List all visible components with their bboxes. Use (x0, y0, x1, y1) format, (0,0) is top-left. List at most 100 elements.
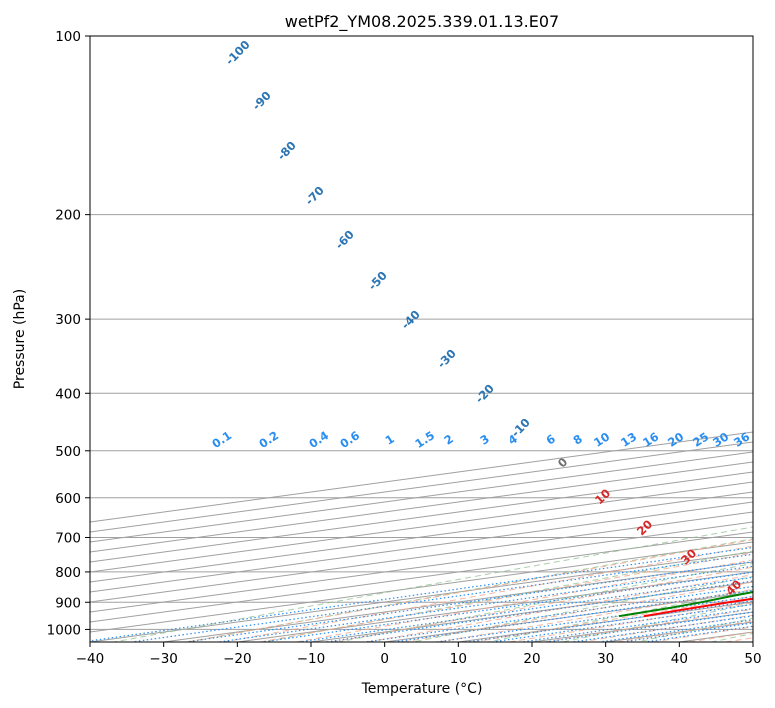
dry-adiabat-line (188, 538, 753, 642)
mixing-ratio-label: 20 (665, 429, 686, 449)
dry-adiabat-label: -20 (472, 381, 497, 406)
mixing-ratio-label: 3 (478, 432, 492, 448)
x-tick-label: 0 (380, 651, 389, 667)
dry-adiabat-label: -100 (223, 37, 253, 67)
isotherm-line (90, 541, 753, 633)
y-tick-label: 100 (55, 29, 81, 45)
mixing-ratio-line (185, 561, 753, 642)
background-labels: -100-90-80-70-60-50-40-30-20-10010203040… (209, 37, 752, 598)
moist-adiabat-line (367, 574, 753, 642)
mixing-ratio-label: 1 (383, 432, 397, 448)
x-tick-label: 40 (671, 651, 688, 667)
y-tick-label: 900 (55, 595, 81, 611)
mixing-ratio-line (365, 585, 753, 642)
moist-adiabat-line (509, 602, 753, 642)
isotherm-line (90, 461, 753, 553)
moist-adiabat-label: 10 (592, 486, 613, 507)
x-tick-label: 30 (597, 651, 614, 667)
isotherm-line (90, 551, 753, 642)
dry-adiabat-label: -70 (302, 183, 327, 208)
isotherm-line (90, 491, 753, 583)
moist-adiabat-line (762, 41, 775, 642)
mixing-ratio-label: 25 (690, 429, 711, 449)
isotherm-line (90, 521, 753, 613)
isotherm-line (384, 591, 753, 642)
dry-adiabat-line (636, 617, 753, 642)
isotherm-line (90, 451, 753, 543)
moist-adiabat-label: 20 (634, 517, 655, 538)
moist-adiabat-line (438, 588, 753, 642)
mixing-ratio-line (492, 603, 753, 642)
temperature-line (643, 597, 753, 618)
isotherm-line (90, 441, 753, 533)
x-tick-label: −20 (223, 651, 252, 667)
dry-adiabat-label: -50 (365, 268, 390, 293)
isotherm-line (90, 431, 753, 523)
dry-adiabat-line (562, 603, 753, 642)
isotherm-line (531, 611, 753, 642)
mixing-ratio-label: 0.6 (337, 428, 362, 451)
y-tick-label: 700 (55, 531, 81, 547)
moist-adiabat-line (689, 631, 753, 642)
x-tick-label: −10 (297, 651, 326, 667)
y-tick-label: 1000 (47, 622, 81, 638)
moist-adiabat-line (331, 566, 753, 642)
dry-adiabat-label: -40 (398, 307, 423, 332)
x-tick-label: −40 (76, 651, 105, 667)
x-tick-label: 10 (450, 651, 467, 667)
y-axis-ticks: 100 200 300 400 500 600 700 800 900 1000 (47, 29, 90, 638)
moist-adiabat-line (473, 595, 753, 642)
dry-adiabat-label: -30 (434, 346, 459, 371)
x-tick-label: 20 (523, 651, 540, 667)
mixing-ratio-label: 0.1 (209, 428, 234, 451)
moist-adiabat-line (652, 626, 753, 642)
mixing-ratio-label: 0.2 (256, 428, 281, 451)
dry-adiabat-label: -60 (332, 227, 357, 252)
mixing-ratio-label: 10 (591, 429, 612, 449)
y-tick-label: 400 (55, 386, 81, 402)
x-axis-label: Temperature (°C) (361, 681, 483, 697)
moist-adiabat-line (187, 539, 753, 642)
mixing-ratio-line (262, 571, 753, 642)
dry-adiabat-label: -80 (274, 138, 299, 163)
moist-adiabat-line (223, 545, 753, 642)
x-tick-label: 50 (744, 651, 761, 667)
background-lines (90, 41, 775, 642)
isotherm-line (90, 501, 753, 593)
dry-adiabat-line (487, 589, 753, 642)
x-axis-ticks: −40 −30 −20 −10 0 10 20 30 40 50 (76, 642, 762, 667)
y-axis-label: Pressure (hPa) (12, 289, 28, 389)
isotherm-line (90, 531, 753, 623)
isotherm-line (90, 471, 753, 563)
y-tick-label: 600 (55, 491, 81, 507)
dry-adiabat-label: -90 (249, 88, 274, 113)
isotherm-line (310, 581, 753, 642)
dry-adiabat-line (263, 550, 753, 642)
moist-adiabat-line (544, 608, 753, 642)
moist-adiabat-line (260, 552, 753, 642)
mixing-ratio-label: 13 (618, 429, 639, 449)
mixing-ratio-label: 30 (710, 429, 731, 449)
mixing-ratio-label: 6 (544, 432, 558, 448)
mixing-ratio-label: 2 (442, 432, 456, 448)
chart-title: wetPf2_YM08.2025.339.01.13.E07 (285, 12, 559, 32)
plot-frame (89, 35, 754, 643)
mixing-ratio-line (436, 595, 753, 642)
y-tick-label: 200 (55, 208, 81, 224)
mixing-ratio-label: 8 (571, 432, 585, 448)
mixing-ratio-line (546, 611, 753, 642)
y-tick-label: 800 (55, 565, 81, 581)
mixing-ratio-label: 1.5 (412, 428, 437, 451)
dry-adiabat-line (338, 562, 753, 642)
isotherm-line (752, 641, 753, 642)
isotherm-line (90, 511, 753, 603)
x-tick-label: −30 (149, 651, 178, 667)
y-tick-label: 500 (55, 444, 81, 460)
isotherm-line (90, 481, 753, 573)
y-tick-label: 300 (55, 312, 81, 328)
dry-adiabat-line (711, 632, 753, 642)
mixing-ratio-line (131, 553, 753, 642)
dry-adiabat-line (114, 526, 753, 642)
mixing-ratio-label: 0.4 (306, 428, 331, 451)
